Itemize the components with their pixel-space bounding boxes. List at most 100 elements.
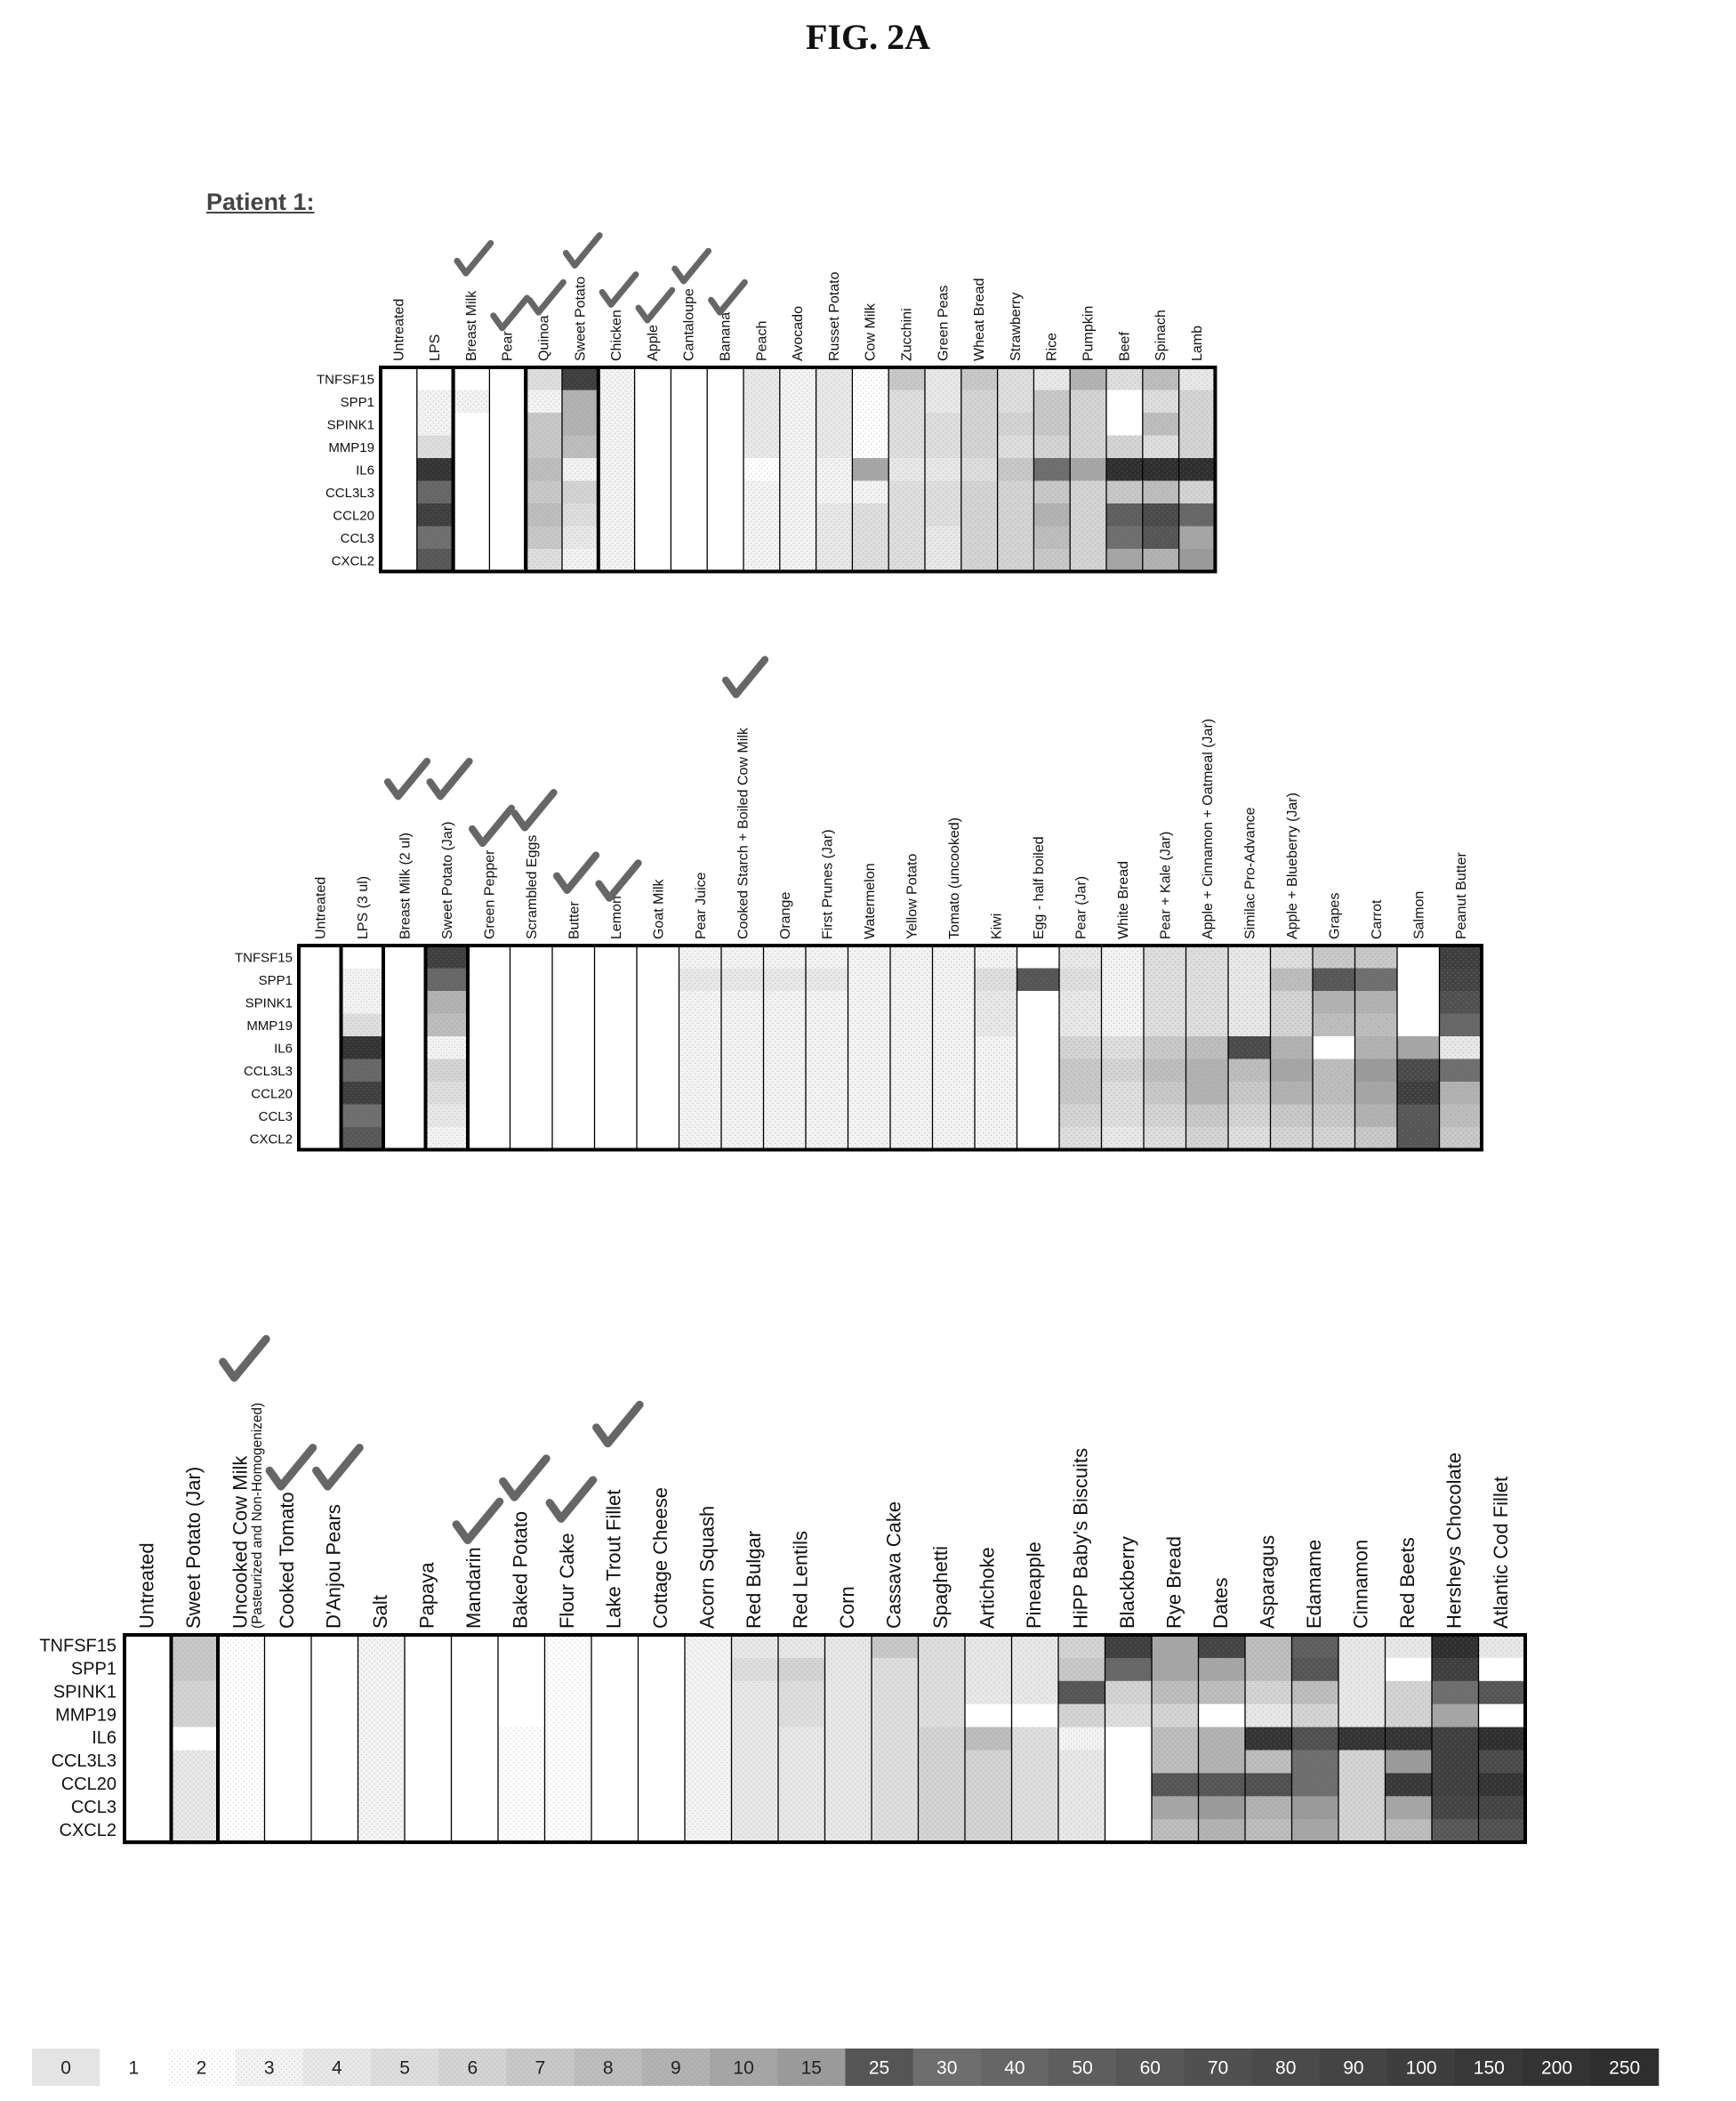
cell-texture bbox=[1228, 946, 1271, 969]
column-label: Lake Trout Fillet bbox=[603, 1489, 625, 1629]
column-label: Untreated bbox=[136, 1542, 158, 1629]
cell-texture bbox=[1033, 435, 1071, 458]
cell-texture bbox=[171, 1796, 218, 1820]
cell-texture bbox=[816, 390, 853, 413]
heatmap-cell bbox=[552, 1104, 595, 1128]
heatmap-cell bbox=[381, 526, 418, 550]
cell-texture bbox=[743, 390, 780, 413]
cell-texture bbox=[932, 1036, 975, 1059]
cell-texture bbox=[171, 1635, 218, 1658]
cell-texture bbox=[816, 458, 853, 481]
cell-texture bbox=[997, 526, 1034, 549]
cell-texture bbox=[965, 1796, 1012, 1820]
heatmap-cell bbox=[1105, 1727, 1153, 1751]
heatmap-cell bbox=[1478, 1657, 1526, 1682]
cell-texture bbox=[1106, 458, 1143, 481]
patient-label: Patient 1: bbox=[206, 189, 315, 215]
heatmap-cell bbox=[381, 367, 418, 390]
cell-texture bbox=[890, 1127, 933, 1150]
cell-texture bbox=[932, 968, 975, 991]
cell-texture bbox=[1291, 1680, 1338, 1704]
cell-texture bbox=[1338, 1727, 1386, 1751]
cell-texture bbox=[685, 1796, 732, 1820]
cell-texture bbox=[562, 413, 599, 436]
heatmap-cell bbox=[311, 1819, 358, 1843]
cell-texture bbox=[960, 458, 998, 481]
cell-texture bbox=[731, 1703, 778, 1727]
cell-texture bbox=[932, 991, 975, 1014]
cell-texture bbox=[997, 503, 1034, 527]
cell-texture bbox=[763, 946, 806, 969]
cell-texture bbox=[1245, 1703, 1292, 1727]
cell-texture bbox=[806, 1104, 848, 1127]
cell-texture bbox=[1228, 1127, 1271, 1150]
cell-texture bbox=[1178, 390, 1216, 413]
cell-texture bbox=[562, 526, 599, 549]
cell-texture bbox=[1432, 1727, 1479, 1751]
cell-texture bbox=[731, 1750, 778, 1774]
cell-texture bbox=[341, 968, 383, 991]
heatmap-cell bbox=[1017, 1104, 1060, 1128]
cell-texture bbox=[918, 1819, 965, 1843]
heatmap-cell bbox=[405, 1703, 452, 1727]
legend-label: 2 bbox=[197, 2058, 207, 2079]
cell-texture bbox=[1198, 1750, 1245, 1774]
heatmap-cell bbox=[591, 1773, 639, 1797]
check-mark-icon bbox=[219, 1334, 270, 1382]
cell-texture bbox=[1313, 968, 1355, 991]
cell-texture bbox=[1313, 1082, 1355, 1105]
column-label: Green Peas bbox=[936, 286, 951, 361]
heatmap-cell bbox=[299, 968, 342, 992]
cell-texture bbox=[975, 946, 1017, 969]
heatmap-cell bbox=[552, 1059, 595, 1083]
cell-texture bbox=[1178, 367, 1216, 390]
heatmap-cell bbox=[671, 503, 708, 527]
cell-texture bbox=[890, 1013, 933, 1036]
heatmap-cell bbox=[707, 435, 744, 459]
cell-texture bbox=[918, 1750, 965, 1774]
cell-texture bbox=[997, 413, 1034, 436]
cell-texture bbox=[763, 1082, 806, 1105]
heatmap-panel-3: TNFSF15 SPP1 SPINK1 MMP19 IL6 CCL3L3 CCL20 CCL3… bbox=[39, 1334, 1527, 1845]
cell-texture bbox=[1439, 1013, 1482, 1036]
heatmap-cell bbox=[453, 435, 490, 459]
heatmap-cell bbox=[451, 1796, 499, 1820]
cell-texture bbox=[852, 367, 889, 390]
heatmap-cell bbox=[381, 549, 418, 572]
row-label: MMP19 bbox=[246, 1018, 293, 1034]
cell-texture bbox=[498, 1819, 545, 1843]
column-label: Edamame bbox=[1303, 1540, 1325, 1629]
column-label: Orange bbox=[778, 892, 793, 939]
cell-texture bbox=[1106, 367, 1143, 390]
heatmap-cell bbox=[594, 1104, 638, 1128]
cell-texture bbox=[721, 1082, 764, 1105]
heatmap-cell bbox=[264, 1750, 312, 1774]
cell-texture bbox=[1144, 968, 1186, 991]
column-label: Dates bbox=[1210, 1578, 1232, 1629]
heatmap-cell bbox=[707, 458, 744, 481]
cell-texture bbox=[1478, 1750, 1525, 1774]
column-label: Cooked Starch + Boiled Cow Milk bbox=[735, 727, 751, 939]
heatmap-cell bbox=[341, 946, 384, 969]
cell-texture bbox=[1152, 1657, 1199, 1681]
heatmap-cell bbox=[381, 413, 418, 436]
column-label: Carrot bbox=[1370, 899, 1385, 939]
cell-texture bbox=[562, 549, 599, 572]
cell-texture bbox=[1198, 1657, 1245, 1681]
cell-texture bbox=[1313, 991, 1355, 1014]
cell-texture bbox=[1228, 968, 1271, 991]
color-scale-legend: 0 1 2 3 4 5 6 7 8 9 10 15 25 30 40 50 60 70 80 90 100 150 200 2… bbox=[32, 2049, 1660, 2086]
cell-texture bbox=[960, 480, 998, 503]
check-mark-icon bbox=[599, 271, 639, 308]
cell-texture bbox=[1354, 1059, 1397, 1082]
cell-texture bbox=[1070, 503, 1106, 527]
cell-texture bbox=[1270, 1127, 1313, 1150]
cell-texture bbox=[1152, 1727, 1199, 1751]
heatmap-cell bbox=[468, 946, 510, 969]
cell-texture bbox=[453, 390, 490, 413]
column-label: Red Beets bbox=[1396, 1537, 1419, 1629]
cell-texture bbox=[1270, 1082, 1313, 1105]
heatmap-cell bbox=[637, 1059, 679, 1083]
cell-texture bbox=[1058, 1635, 1105, 1658]
heatmap-cell bbox=[453, 503, 490, 527]
